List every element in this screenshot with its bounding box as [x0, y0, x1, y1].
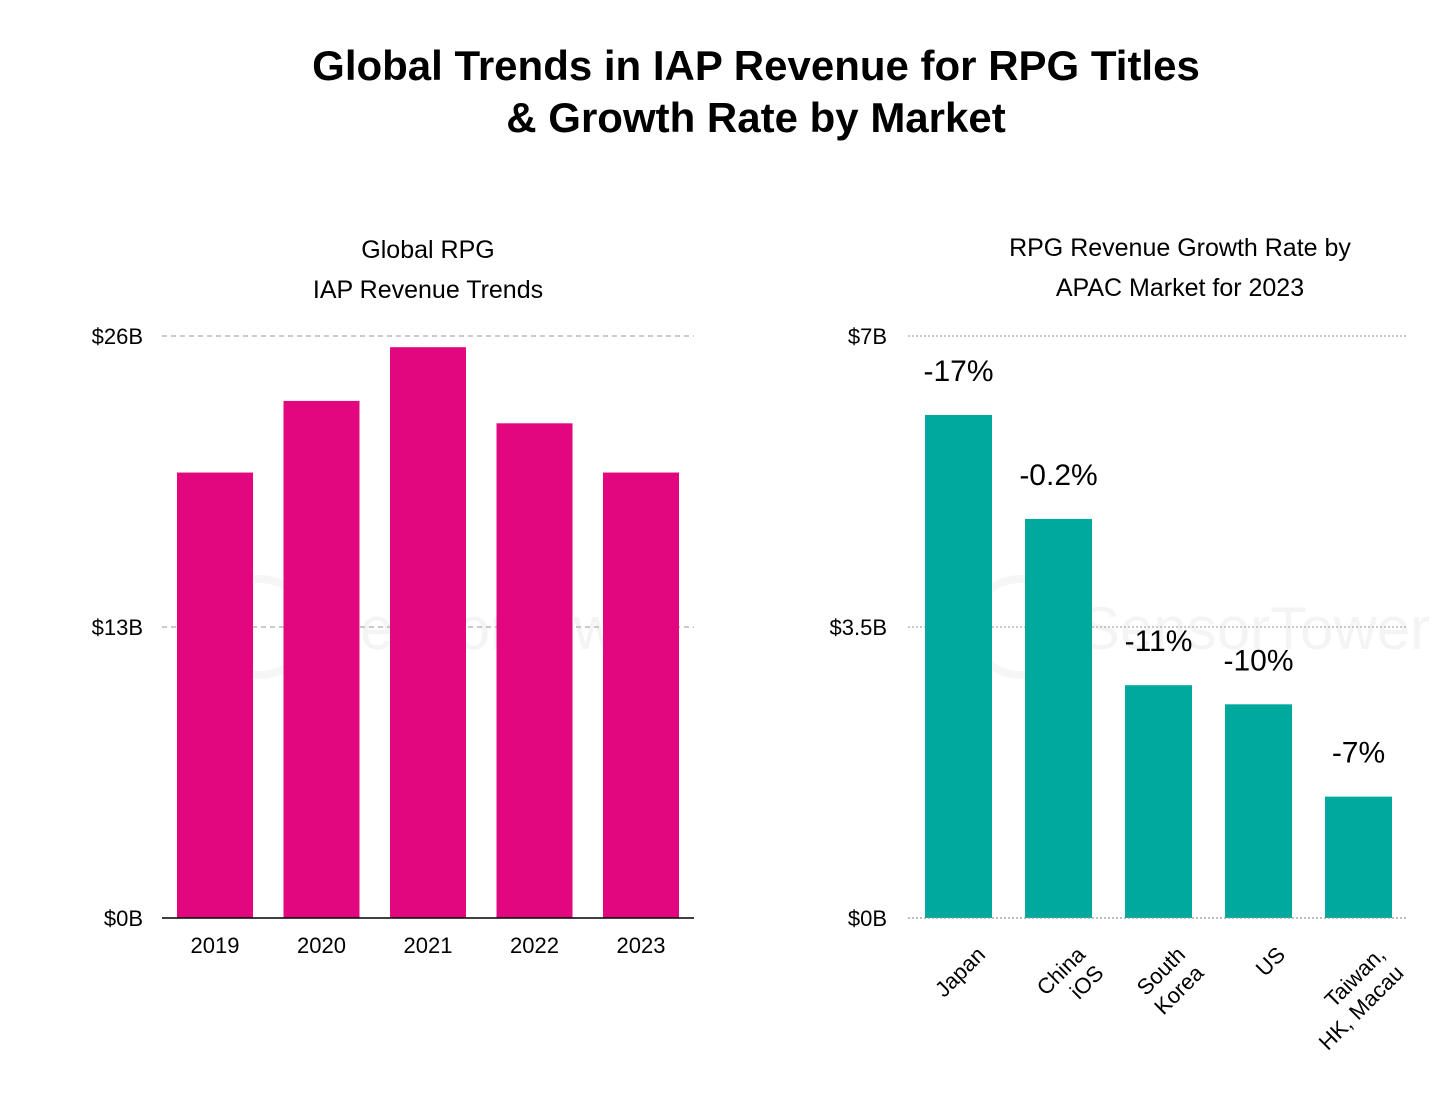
right-x-tick-label: US — [1251, 942, 1290, 981]
right-chart-title-line-1: RPG Revenue Growth Rate by — [1009, 234, 1351, 262]
left-chart-title-line-1: Global RPG — [361, 236, 495, 264]
right-chart-title: RPG Revenue Growth Rate by APAC Market f… — [930, 228, 1430, 308]
right-data-label: -0.2% — [1019, 459, 1097, 492]
right-data-label: -7% — [1332, 737, 1385, 770]
left-chart-title: Global RPG IAP Revenue Trends — [178, 230, 678, 310]
right-bar — [1225, 704, 1292, 918]
left-x-tick-label: 2020 — [297, 933, 346, 958]
main-title-line-1: Global Trends in IAP Revenue for RPG Tit… — [312, 42, 1200, 89]
right-x-tick-label: Japan — [930, 942, 990, 1002]
left-bar — [390, 347, 466, 918]
left-bar — [283, 400, 360, 918]
right-x-tick-label: SouthKorea — [1131, 941, 1209, 1019]
right-watermark: SensorTower — [1080, 595, 1430, 662]
left-bar — [603, 472, 679, 918]
right-bar — [1125, 685, 1192, 918]
left-x-tick-label: 2022 — [510, 933, 559, 958]
right-data-label: -11% — [1125, 625, 1193, 658]
right-y-tick-label: $3.5B — [830, 615, 888, 640]
right-x-tick-label: Taiwan,HK, Macau — [1295, 942, 1408, 1055]
right-y-tick-label: $7B — [848, 324, 887, 349]
right-x-tick-label-line: Japan — [930, 942, 990, 1002]
right-bar — [1025, 518, 1092, 918]
left-bar — [177, 472, 253, 918]
right-chart-title-line-2: APAC Market for 2023 — [1055, 274, 1305, 302]
left-y-tick-label: $0B — [104, 906, 143, 931]
right-bar — [925, 414, 992, 918]
right-y-tick-label: $0B — [848, 906, 887, 931]
right-data-label: -10% — [1223, 644, 1293, 677]
left-y-tick-label: $26B — [92, 324, 143, 349]
left-chart-title-line-2: IAP Revenue Trends — [312, 276, 544, 304]
left-x-tick-label: 2019 — [191, 933, 240, 958]
main-title-line-2: & Growth Rate by Market — [506, 94, 1006, 141]
left-x-tick-label: 2023 — [617, 933, 666, 958]
right-data-label: -17% — [923, 355, 993, 388]
right-x-tick-label-line: US — [1251, 942, 1290, 981]
left-x-tick-label: 2021 — [404, 933, 453, 958]
left-y-tick-label: $13B — [92, 615, 143, 640]
right-x-tick-label: ChinaiOS — [1032, 941, 1109, 1018]
main-title: Global Trends in IAP Revenue for RPG Tit… — [0, 40, 1456, 144]
left-bar — [496, 423, 573, 918]
right-bar — [1325, 796, 1392, 918]
